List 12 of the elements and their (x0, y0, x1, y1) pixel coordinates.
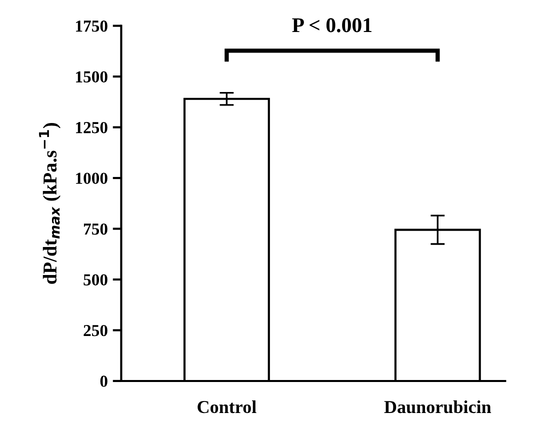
y-axis-title: dP/dt$_{max}$ (kPa.s$^{−1}$) (39, 123, 61, 284)
y-tick-label: 750 (84, 223, 108, 235)
y-tick-label: 0 (100, 376, 108, 387)
y-tick-label: 1250 (76, 122, 108, 134)
y-tick-label: 1500 (76, 71, 108, 82)
y-tick-label: 250 (84, 324, 108, 336)
y-tick-label: 1750 (76, 20, 108, 32)
x-tick-label: Daunorubicin (384, 400, 492, 414)
x-tick-label: Control (198, 400, 256, 414)
y-tick-label: 1000 (76, 172, 108, 184)
y-tick-label: 500 (84, 274, 108, 286)
annotation: P < 0.001 (292, 18, 372, 32)
